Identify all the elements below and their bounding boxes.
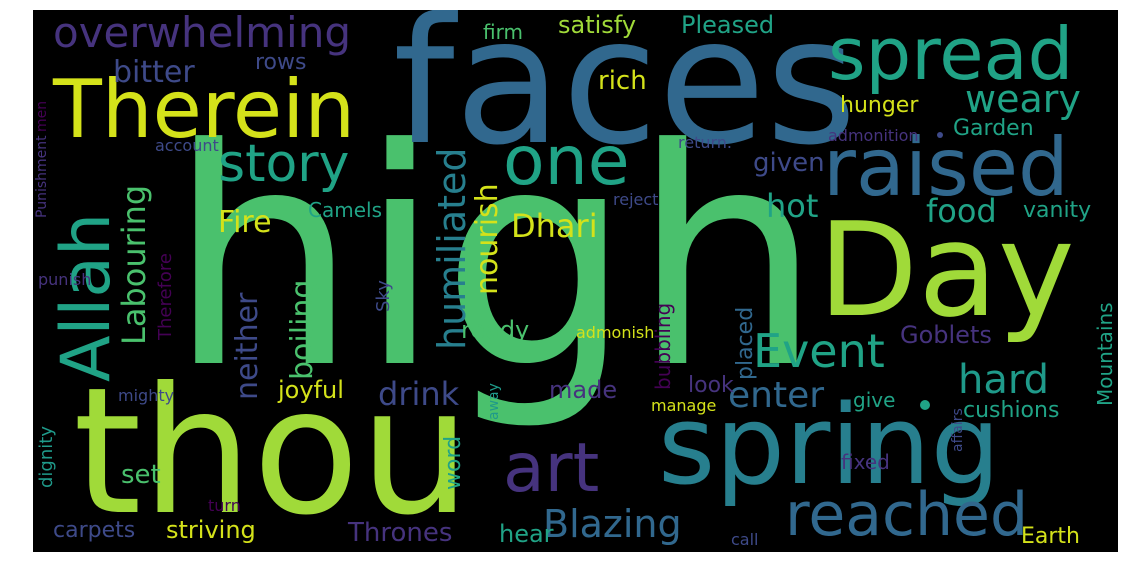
word-Garden: Garden — [953, 116, 1034, 141]
word-Labouring: Labouring — [115, 184, 153, 345]
word-admonish: admonish — [576, 323, 655, 342]
word-hard: hard — [958, 357, 1049, 403]
word-boiling: boiling — [285, 279, 320, 380]
word-placed: placed — [733, 306, 758, 380]
word-enter: enter — [728, 375, 825, 416]
word-admonition: admonition — [828, 126, 919, 145]
word-away: away — [486, 383, 502, 420]
word-hunger: hunger — [840, 93, 919, 118]
word-Goblets: Goblets — [900, 321, 992, 349]
word-thou: thou — [73, 351, 471, 552]
word-neither: neither — [230, 292, 265, 400]
word-dignity: dignity — [36, 426, 57, 488]
word-reject: reject — [613, 190, 659, 209]
word-art: art — [503, 429, 600, 508]
word-spread: spread — [828, 12, 1074, 96]
word-reached: reached — [785, 480, 1029, 550]
word-set: set — [121, 460, 161, 490]
word-mighty: mighty — [118, 386, 175, 405]
word-Therefore: Therefore — [155, 253, 176, 340]
word-given: given — [753, 148, 825, 178]
word-Mountains: Mountains — [1093, 302, 1117, 406]
word-spring: spring — [658, 381, 1001, 509]
word-return: return. — [678, 133, 733, 152]
word-Allah: Allah — [47, 212, 126, 382]
word-hear: hear — [499, 520, 554, 548]
word-high: high — [168, 85, 823, 434]
word-rows: rows — [255, 50, 307, 75]
word-call: call — [731, 530, 759, 549]
word-Blazing: Blazing — [543, 502, 682, 546]
word-men: men — [34, 100, 50, 132]
word-ready: ready — [461, 316, 530, 344]
word-manage: manage — [651, 396, 717, 415]
word-made: made — [549, 376, 618, 404]
word-Thrones: Thrones — [348, 518, 453, 548]
word-drink: drink — [378, 375, 460, 413]
word-Pleased: Pleased — [681, 11, 775, 39]
word-give: give — [853, 388, 896, 412]
word-bubbling: bubbling — [651, 302, 675, 390]
word-turn: turn — [208, 496, 241, 515]
word-Event: Event — [753, 324, 885, 378]
word-firm: firm — [483, 20, 523, 44]
word-satisfy: satisfy — [558, 11, 637, 39]
word-affairs: affairs — [950, 408, 966, 452]
word-cushions: cushions — [963, 398, 1060, 423]
word-cloud: high faces thou spring Day Therein raise… — [33, 10, 1118, 552]
word-vanity: vanity — [1023, 198, 1092, 223]
word-Dhari: Dhari — [511, 207, 598, 245]
word-weary: weary — [965, 77, 1081, 121]
dot-mark — [937, 132, 943, 138]
word-Sky: Sky — [373, 280, 394, 312]
word-one: one — [503, 122, 630, 201]
word-story: story — [218, 134, 350, 194]
word-striving: striving — [166, 516, 256, 544]
word-Day: Day — [818, 194, 1075, 346]
word-carpets: carpets — [53, 518, 136, 543]
word-hot: hot — [766, 187, 819, 225]
word-fixed: fixed — [841, 450, 890, 474]
word-joyful: joyful — [278, 376, 344, 404]
word-Therein: Therein — [53, 63, 356, 156]
word-look: look — [688, 373, 734, 398]
word-punish: punish — [38, 270, 92, 289]
dot-mark — [920, 400, 930, 410]
word-Earth: Earth — [1021, 524, 1080, 549]
word-Fire: Fire — [218, 205, 272, 240]
word-rich: rich — [598, 66, 647, 96]
word-account: account — [155, 136, 219, 155]
word-faces: faces — [393, 10, 857, 184]
word-bitter: bitter — [113, 55, 195, 90]
word-nourish: nourish — [470, 183, 505, 295]
word-Punishment: Punishment — [34, 135, 50, 218]
word-food: food — [926, 192, 997, 230]
word-overwhelming: overwhelming — [53, 10, 351, 57]
word-word: word — [441, 435, 466, 490]
word-Camels: Camels — [308, 198, 382, 222]
word-raised: raised — [823, 121, 1069, 214]
